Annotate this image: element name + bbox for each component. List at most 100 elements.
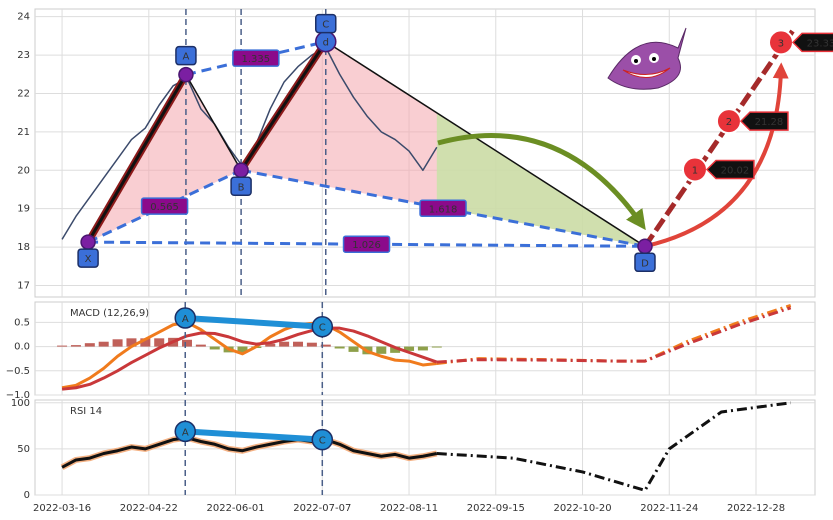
histogram-bar (57, 345, 68, 347)
histogram-bar (98, 341, 109, 347)
point-label-box (634, 252, 656, 273)
point-label-box (77, 248, 99, 268)
point-label: A (182, 314, 189, 325)
y-tick-label: 22 (17, 88, 30, 99)
point-label-box (315, 13, 337, 34)
x-tick-label: 2022-06-01 (206, 503, 264, 514)
point-label: C (322, 20, 329, 31)
pattern-point (178, 66, 194, 83)
point-label: A (182, 427, 189, 438)
point-label: A (183, 52, 190, 63)
series-line (61, 326, 438, 391)
x-tick-label: 2022-07-07 (293, 503, 351, 514)
panel-frame (34, 399, 816, 496)
leg (239, 40, 328, 172)
ratio-label: 1.026 (352, 240, 381, 251)
x-tick-label: 2022-04-22 (120, 503, 178, 514)
target-number: 3 (778, 38, 784, 49)
divergence-point (311, 315, 334, 338)
histogram-bar (376, 346, 387, 354)
target-value: 20.02 (721, 166, 750, 177)
point-label: D (641, 258, 649, 269)
histogram-bar (431, 346, 442, 348)
histogram-bar (279, 341, 290, 347)
series-line (61, 320, 437, 390)
histogram-bar (417, 346, 428, 351)
target-value: 21.28 (755, 117, 784, 128)
target-value-box (705, 159, 755, 180)
ratio-box (342, 235, 391, 253)
ratio-box (232, 49, 280, 67)
histogram-bar (404, 346, 415, 351)
point-label: B (238, 182, 245, 193)
divergence-line (185, 314, 323, 330)
y-tick-label: 19 (17, 204, 30, 215)
x-tick-label: 2022-12-28 (727, 503, 785, 514)
ratio-leg (240, 168, 646, 248)
x-tick-label: 2022-11-24 (640, 503, 698, 514)
histogram-bar (154, 338, 165, 347)
ratio-box (419, 199, 467, 218)
histogram-bar (181, 339, 192, 347)
histogram-bar (306, 342, 317, 347)
y-tick-label: 0 (24, 490, 30, 501)
y-tick-label: 50 (17, 444, 30, 455)
point-label-box (175, 45, 197, 66)
shark-icon (607, 27, 687, 90)
y-tick-label: −0.5 (6, 366, 30, 377)
histogram-bar (126, 338, 137, 347)
y-tick-label: 100 (11, 398, 30, 409)
target-line (642, 28, 796, 248)
target-number: 1 (692, 166, 698, 177)
histogram-bar (348, 346, 359, 352)
y-tick-label: 17 (17, 280, 30, 291)
histogram-bar (320, 344, 331, 347)
divergence-line (185, 428, 323, 443)
target-value: 23.33 (807, 38, 833, 49)
pattern-fill (88, 74, 242, 243)
y-tick-label: −1.0 (6, 390, 30, 401)
pattern-point (637, 238, 653, 255)
ratio-label: 0.565 (150, 202, 179, 213)
histogram-bar (390, 346, 401, 353)
y-tick-label: 24 (17, 12, 30, 23)
projection-arrow (437, 133, 646, 231)
x-tick-label: 2022-10-20 (553, 503, 611, 514)
y-tick-label: 0.5 (14, 317, 30, 328)
panel-title: RSI 14 (70, 406, 102, 417)
divergence-point (311, 428, 334, 451)
y-tick-label: 23 (17, 50, 30, 61)
series-line (61, 436, 438, 469)
y-tick-label: 21 (17, 127, 30, 138)
leg (325, 41, 646, 247)
leg (86, 73, 188, 243)
y-tick-label: 18 (17, 242, 30, 253)
histogram-bar (70, 345, 81, 347)
target-arrow (644, 62, 789, 249)
histogram-bar (237, 346, 248, 353)
series-line (436, 401, 791, 492)
point-label: C (319, 323, 326, 334)
target-value-box (739, 111, 789, 131)
point-marker-text: d (323, 38, 329, 49)
x-tick-label: 2022-03-16 (33, 503, 91, 514)
leg (185, 74, 242, 171)
target-number: 2 (726, 117, 732, 128)
divergence-point (174, 420, 196, 443)
series-line (436, 306, 792, 364)
histogram-bar (140, 338, 151, 347)
point-label: X (85, 254, 92, 265)
point-label: C (319, 436, 326, 447)
histogram-bar (293, 341, 304, 347)
pattern-point (233, 162, 249, 179)
y-tick-label: 0.0 (14, 342, 30, 353)
panel-title: MACD (12,26,9) (70, 308, 149, 319)
target-value-box (791, 32, 833, 53)
x-tick-label: 2022-09-15 (467, 503, 525, 514)
histogram-bar (112, 339, 123, 347)
y-tick-label: 20 (17, 165, 30, 176)
ratio-label: 1.618 (429, 204, 458, 215)
point-label-box (230, 176, 252, 197)
